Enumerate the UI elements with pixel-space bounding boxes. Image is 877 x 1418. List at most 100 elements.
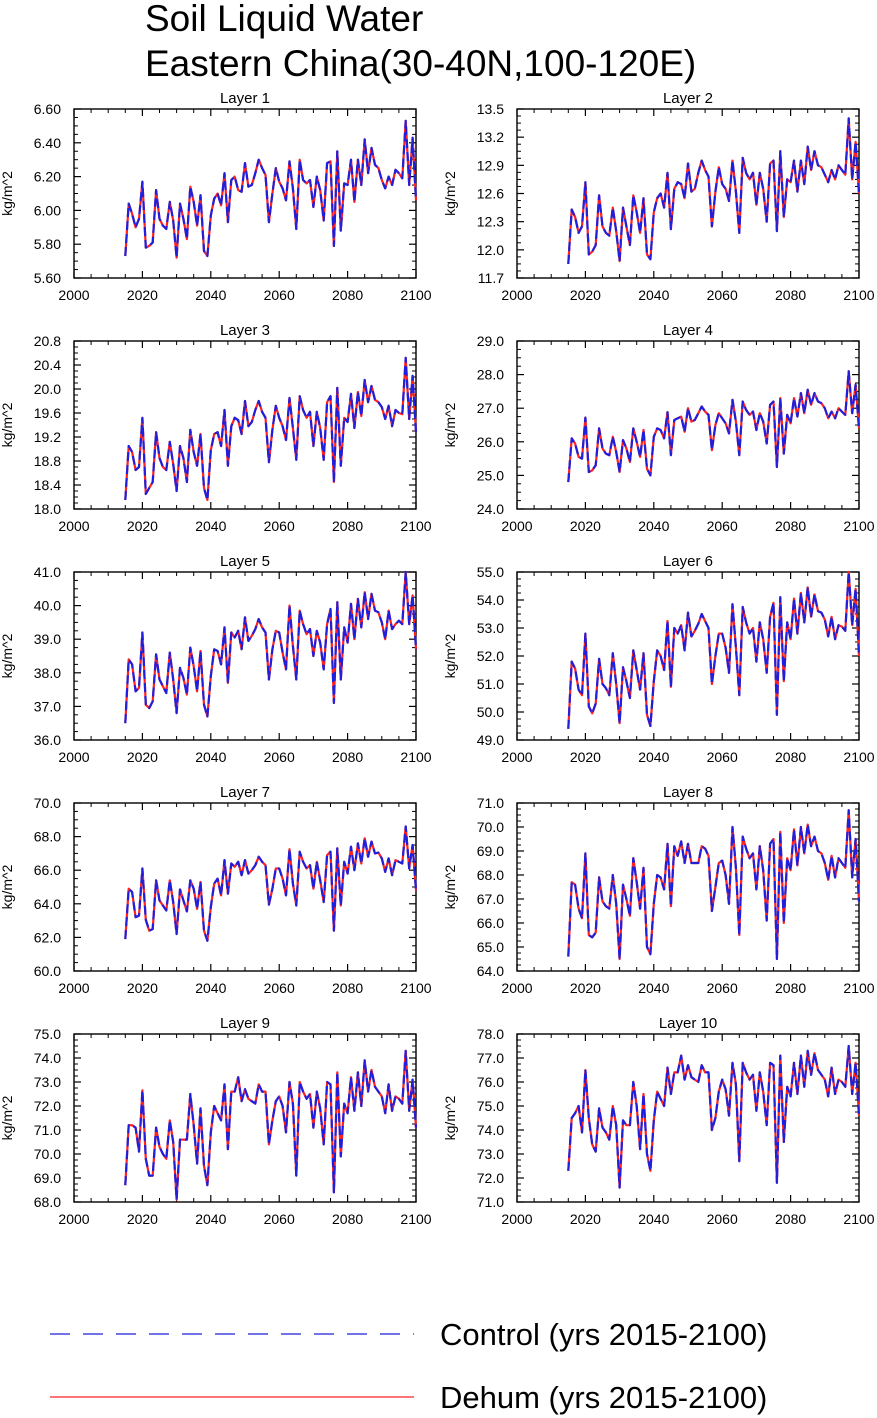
panel-title: Layer 7: [220, 784, 270, 801]
x-tick-label: 2000: [501, 287, 532, 303]
y-tick-label: 38.0: [34, 665, 61, 681]
y-tick-label: 68.0: [34, 829, 61, 845]
y-tick-label: 18.8: [34, 453, 61, 469]
figure-title-line1: Soil Liquid Water: [145, 0, 423, 39]
y-tick-label: 62.0: [34, 929, 61, 945]
y-tick-label: 24.0: [477, 501, 504, 517]
x-tick-label: 2060: [707, 749, 738, 765]
series-line-control: [567, 1044, 861, 1189]
x-tick-label: 2040: [195, 980, 226, 996]
panel-title: Layer 10: [659, 1015, 717, 1032]
panel-title: Layer 8: [663, 784, 713, 801]
y-tick-label: 41.0: [34, 564, 61, 580]
y-tick-label: 66.0: [34, 862, 61, 878]
y-tick-label: 65.0: [477, 939, 504, 955]
x-tick-label: 2020: [570, 518, 601, 534]
y-tick-label: 70.0: [34, 795, 61, 811]
y-tick-label: 25.0: [477, 467, 504, 483]
x-tick-label: 2100: [400, 1211, 431, 1227]
x-tick-label: 2060: [707, 980, 738, 996]
y-tick-label: 73.0: [34, 1074, 61, 1090]
x-tick-label: 2040: [195, 749, 226, 765]
series-line-control: [567, 117, 861, 264]
figure-title-line2: Eastern China(30-40N,100-120E): [145, 43, 696, 84]
x-tick-label: 2040: [638, 518, 669, 534]
series-line-control: [124, 570, 418, 724]
x-tick-label: 2000: [58, 518, 89, 534]
x-tick-label: 2040: [638, 1211, 669, 1227]
panels-group: Layer 1 5.60 5.80 6.00 6.20 6.40 6.60 2000 2020 2…: [0, 90, 875, 1227]
x-tick-label: 2000: [501, 980, 532, 996]
series-line-dehum: [567, 370, 861, 483]
y-tick-label: 12.0: [477, 242, 504, 258]
x-tick-label: 2100: [400, 980, 431, 996]
y-tick-label: 18.0: [34, 501, 61, 517]
x-tick-label: 2060: [707, 1211, 738, 1227]
y-tick-label: 19.6: [34, 405, 61, 421]
panel-title: Layer 4: [663, 322, 713, 339]
x-tick-label: 2080: [332, 980, 363, 996]
x-tick-label: 2040: [195, 287, 226, 303]
y-axis-label: kg/m^2: [442, 1095, 458, 1140]
panel-layer-2: Layer 2 11.7 12.0 12.3 12.6 12.9 13.2 13.5 2000 2…: [442, 90, 875, 303]
x-tick-label: 2040: [638, 749, 669, 765]
series-line-dehum: [124, 119, 418, 259]
y-axis-label: kg/m^2: [442, 171, 458, 216]
panel-layer-6: Layer 6 49.0 50.0 51.0 52.0 53.0 54.0 55.0 2000 2…: [442, 553, 875, 765]
y-tick-label: 70.0: [34, 1146, 61, 1162]
y-tick-label: 76.0: [477, 1074, 504, 1090]
y-tick-label: 70.0: [477, 819, 504, 835]
series-line-dehum: [124, 356, 418, 502]
series-line-control: [124, 119, 418, 259]
y-tick-label: 5.80: [34, 236, 61, 252]
x-tick-label: 2100: [843, 287, 874, 303]
panel-layer-7: Layer 7 60.0 62.0 64.0 66.0 68.0 70.0 2000 2020 2…: [0, 784, 432, 996]
plot-frame: [516, 340, 860, 510]
y-tick-label: 6.40: [34, 135, 61, 151]
series-line-control: [124, 1049, 418, 1201]
y-tick-label: 53.0: [477, 620, 504, 636]
x-tick-label: 2100: [843, 1211, 874, 1227]
y-axis-label: kg/m^2: [0, 402, 15, 447]
x-tick-label: 2020: [570, 980, 601, 996]
y-tick-label: 68.0: [34, 1194, 61, 1210]
series-line-dehum: [567, 117, 861, 264]
x-tick-label: 2060: [707, 287, 738, 303]
x-tick-label: 2060: [264, 518, 295, 534]
y-axis-label: kg/m^2: [442, 633, 458, 678]
x-tick-label: 2080: [775, 980, 806, 996]
y-tick-label: 13.5: [477, 101, 504, 117]
panel-layer-9: Layer 9 68.0 69.0 70.0 71.0 72.0 73.0 74.0 75.0 2…: [0, 1015, 432, 1227]
x-tick-label: 2060: [264, 287, 295, 303]
x-tick-label: 2080: [332, 749, 363, 765]
panel-layer-5: Layer 5 36.0 37.0 38.0 39.0 40.0 41.0 2000 2020 2…: [0, 553, 432, 765]
y-tick-label: 6.20: [34, 169, 61, 185]
y-tick-label: 69.0: [477, 843, 504, 859]
y-tick-label: 74.0: [34, 1050, 61, 1066]
x-tick-label: 2060: [264, 749, 295, 765]
x-tick-label: 2080: [775, 287, 806, 303]
y-tick-label: 67.0: [477, 891, 504, 907]
x-tick-label: 2000: [58, 287, 89, 303]
y-tick-label: 26.0: [477, 434, 504, 450]
x-tick-label: 2020: [127, 1211, 158, 1227]
x-tick-label: 2100: [843, 980, 874, 996]
x-tick-label: 2100: [400, 518, 431, 534]
x-tick-label: 2080: [332, 1211, 363, 1227]
x-tick-label: 2020: [570, 749, 601, 765]
y-tick-label: 12.9: [477, 157, 504, 173]
panel-layer-4: Layer 4 24.0 25.0 26.0 27.0 28.0 29.0 2000 2020 2…: [442, 322, 875, 534]
plot-frame: [73, 802, 417, 972]
x-tick-label: 2000: [58, 749, 89, 765]
y-tick-label: 75.0: [34, 1026, 61, 1042]
y-tick-label: 11.7: [478, 270, 504, 286]
y-tick-label: 39.0: [34, 631, 61, 647]
y-tick-label: 69.0: [34, 1170, 61, 1186]
y-tick-label: 20.0: [34, 381, 61, 397]
x-tick-label: 2000: [501, 518, 532, 534]
y-tick-label: 71.0: [34, 1122, 61, 1138]
y-tick-label: 49.0: [477, 732, 504, 748]
x-tick-label: 2080: [775, 1211, 806, 1227]
legend-label-control: Control (yrs 2015-2100): [440, 1317, 767, 1352]
